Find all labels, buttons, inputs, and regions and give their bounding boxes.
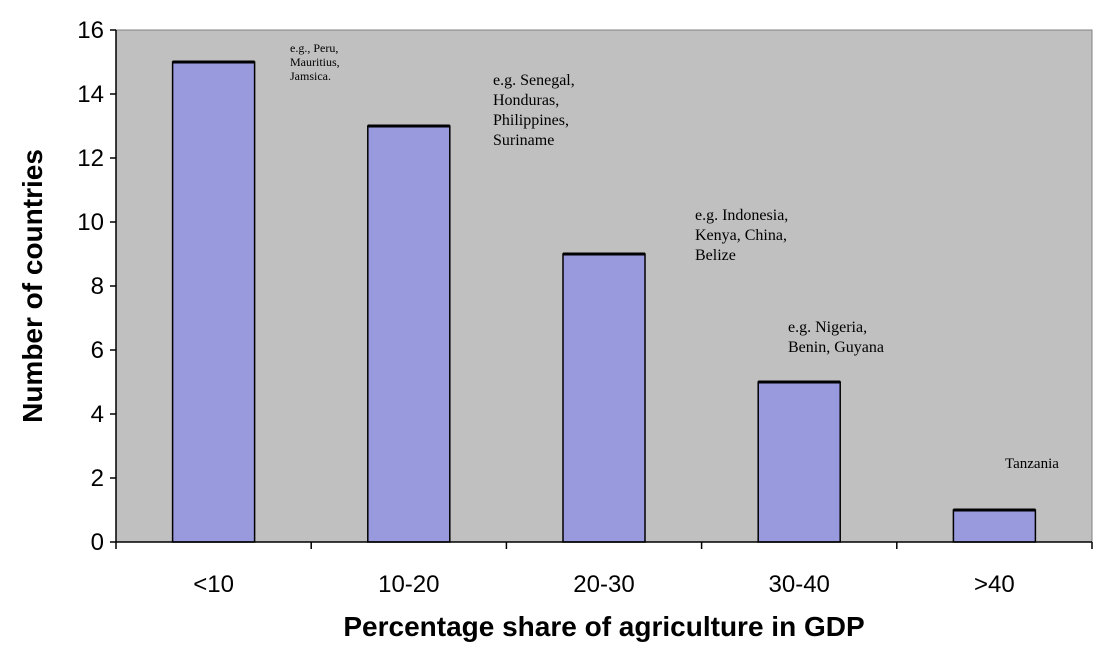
annotation-30-40: e.g. Nigeria, Benin, Guyana	[788, 319, 884, 356]
bar->40	[952, 509, 1037, 543]
x-tick-label: >40	[974, 571, 1015, 598]
y-tick-label: 0	[91, 529, 104, 556]
x-axis-title: Percentage share of agriculture in GDP	[343, 611, 864, 642]
annotation-line: Mauritius,	[290, 55, 340, 69]
y-tick-label: 2	[91, 465, 104, 492]
bar-<10	[171, 61, 256, 543]
annotation-line: e.g., Peru,	[290, 41, 338, 55]
annotation-line: e.g. Indonesia,	[695, 207, 788, 224]
y-tick-label: 8	[91, 273, 104, 300]
y-tick-label: 10	[77, 209, 104, 236]
annotation-line: Benin, Guyana	[788, 339, 884, 356]
annotation-line: Belize	[695, 247, 736, 264]
y-axis-title: Number of countries	[17, 149, 48, 423]
annotation-line: Philippines,	[493, 112, 569, 129]
annotation->40: Tanzania	[1005, 456, 1059, 472]
annotation-line: e.g. Nigeria,	[788, 319, 867, 336]
x-tick-label: 30-40	[769, 571, 830, 598]
bar-10-20	[367, 125, 451, 543]
annotation-20-30: e.g. Indonesia, Kenya, China, Belize	[695, 207, 788, 264]
y-tick-label: 6	[91, 337, 104, 364]
annotation-10-20: e.g. Senegal, Honduras, Philippines, Surina…	[493, 72, 575, 149]
x-tick-label: 10-20	[378, 571, 439, 598]
x-tick-label: 20-30	[573, 571, 634, 598]
bar-20-30	[562, 253, 646, 543]
annotation-<10: e.g., Peru, Mauritius, Jamsica.	[290, 41, 340, 83]
annotation-line: Kenya, China,	[695, 227, 787, 244]
y-tick-label: 16	[77, 17, 104, 44]
annotation-line: Jamsica.	[290, 69, 331, 83]
y-tick-label: 12	[77, 145, 104, 172]
annotation-line: Honduras,	[493, 92, 559, 109]
annotation-line: e.g. Senegal,	[493, 72, 575, 89]
x-tick-label: <10	[193, 571, 234, 598]
y-tick-label: 14	[77, 81, 104, 108]
annotation-line: Tanzania	[1005, 456, 1059, 472]
annotation-line: Suriname	[493, 132, 554, 149]
bar-30-40	[757, 381, 841, 543]
y-tick-label: 4	[91, 401, 104, 428]
